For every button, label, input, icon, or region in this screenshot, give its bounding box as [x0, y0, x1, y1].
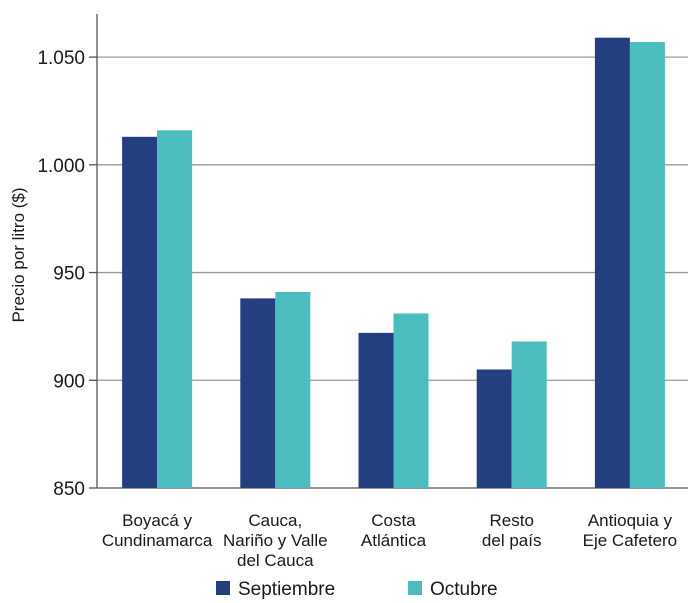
bars [122, 37, 665, 489]
bar-octubre [275, 291, 311, 488]
legend-swatch-octubre [408, 581, 422, 595]
bar-octubre [157, 130, 193, 488]
bar-septiembre [240, 298, 276, 488]
legend-label: Septiembre [238, 579, 335, 600]
x-category-label: Antioquia y Eje Cafetero [583, 511, 678, 550]
y-tick-label: 1.000 [37, 156, 85, 177]
y-tick-label: 950 [53, 264, 85, 285]
x-category-label: Boyacá y Cundinamarca [102, 511, 213, 550]
bar-octubre [511, 341, 547, 488]
bar-septiembre [476, 369, 512, 488]
legend-label: Octubre [430, 579, 498, 600]
bar-octubre [393, 313, 429, 488]
bar-septiembre [122, 136, 158, 489]
x-category-label: Resto del país [482, 511, 542, 550]
x-axis-labels: Boyacá y Cundinamarca Cauca, Nariño y Valle… [102, 511, 677, 570]
legend-swatch-septiembre [216, 581, 230, 595]
bar-septiembre [594, 37, 630, 488]
x-category-label: Costa Atlántica [361, 511, 427, 550]
y-axis: 850 900 950 1.000 1.050 [37, 14, 688, 500]
bar-octubre [629, 42, 665, 488]
x-category-label: Cauca, Nariño y Valle del Cauca [223, 511, 328, 570]
y-axis-title: Precio por litro ($) [9, 187, 28, 322]
y-tick-label: 1.050 [37, 48, 85, 69]
y-tick-label: 850 [53, 479, 85, 500]
y-tick-label: 900 [53, 371, 85, 392]
bar-septiembre [358, 332, 394, 488]
legend: Septiembre Octubre [216, 579, 498, 600]
